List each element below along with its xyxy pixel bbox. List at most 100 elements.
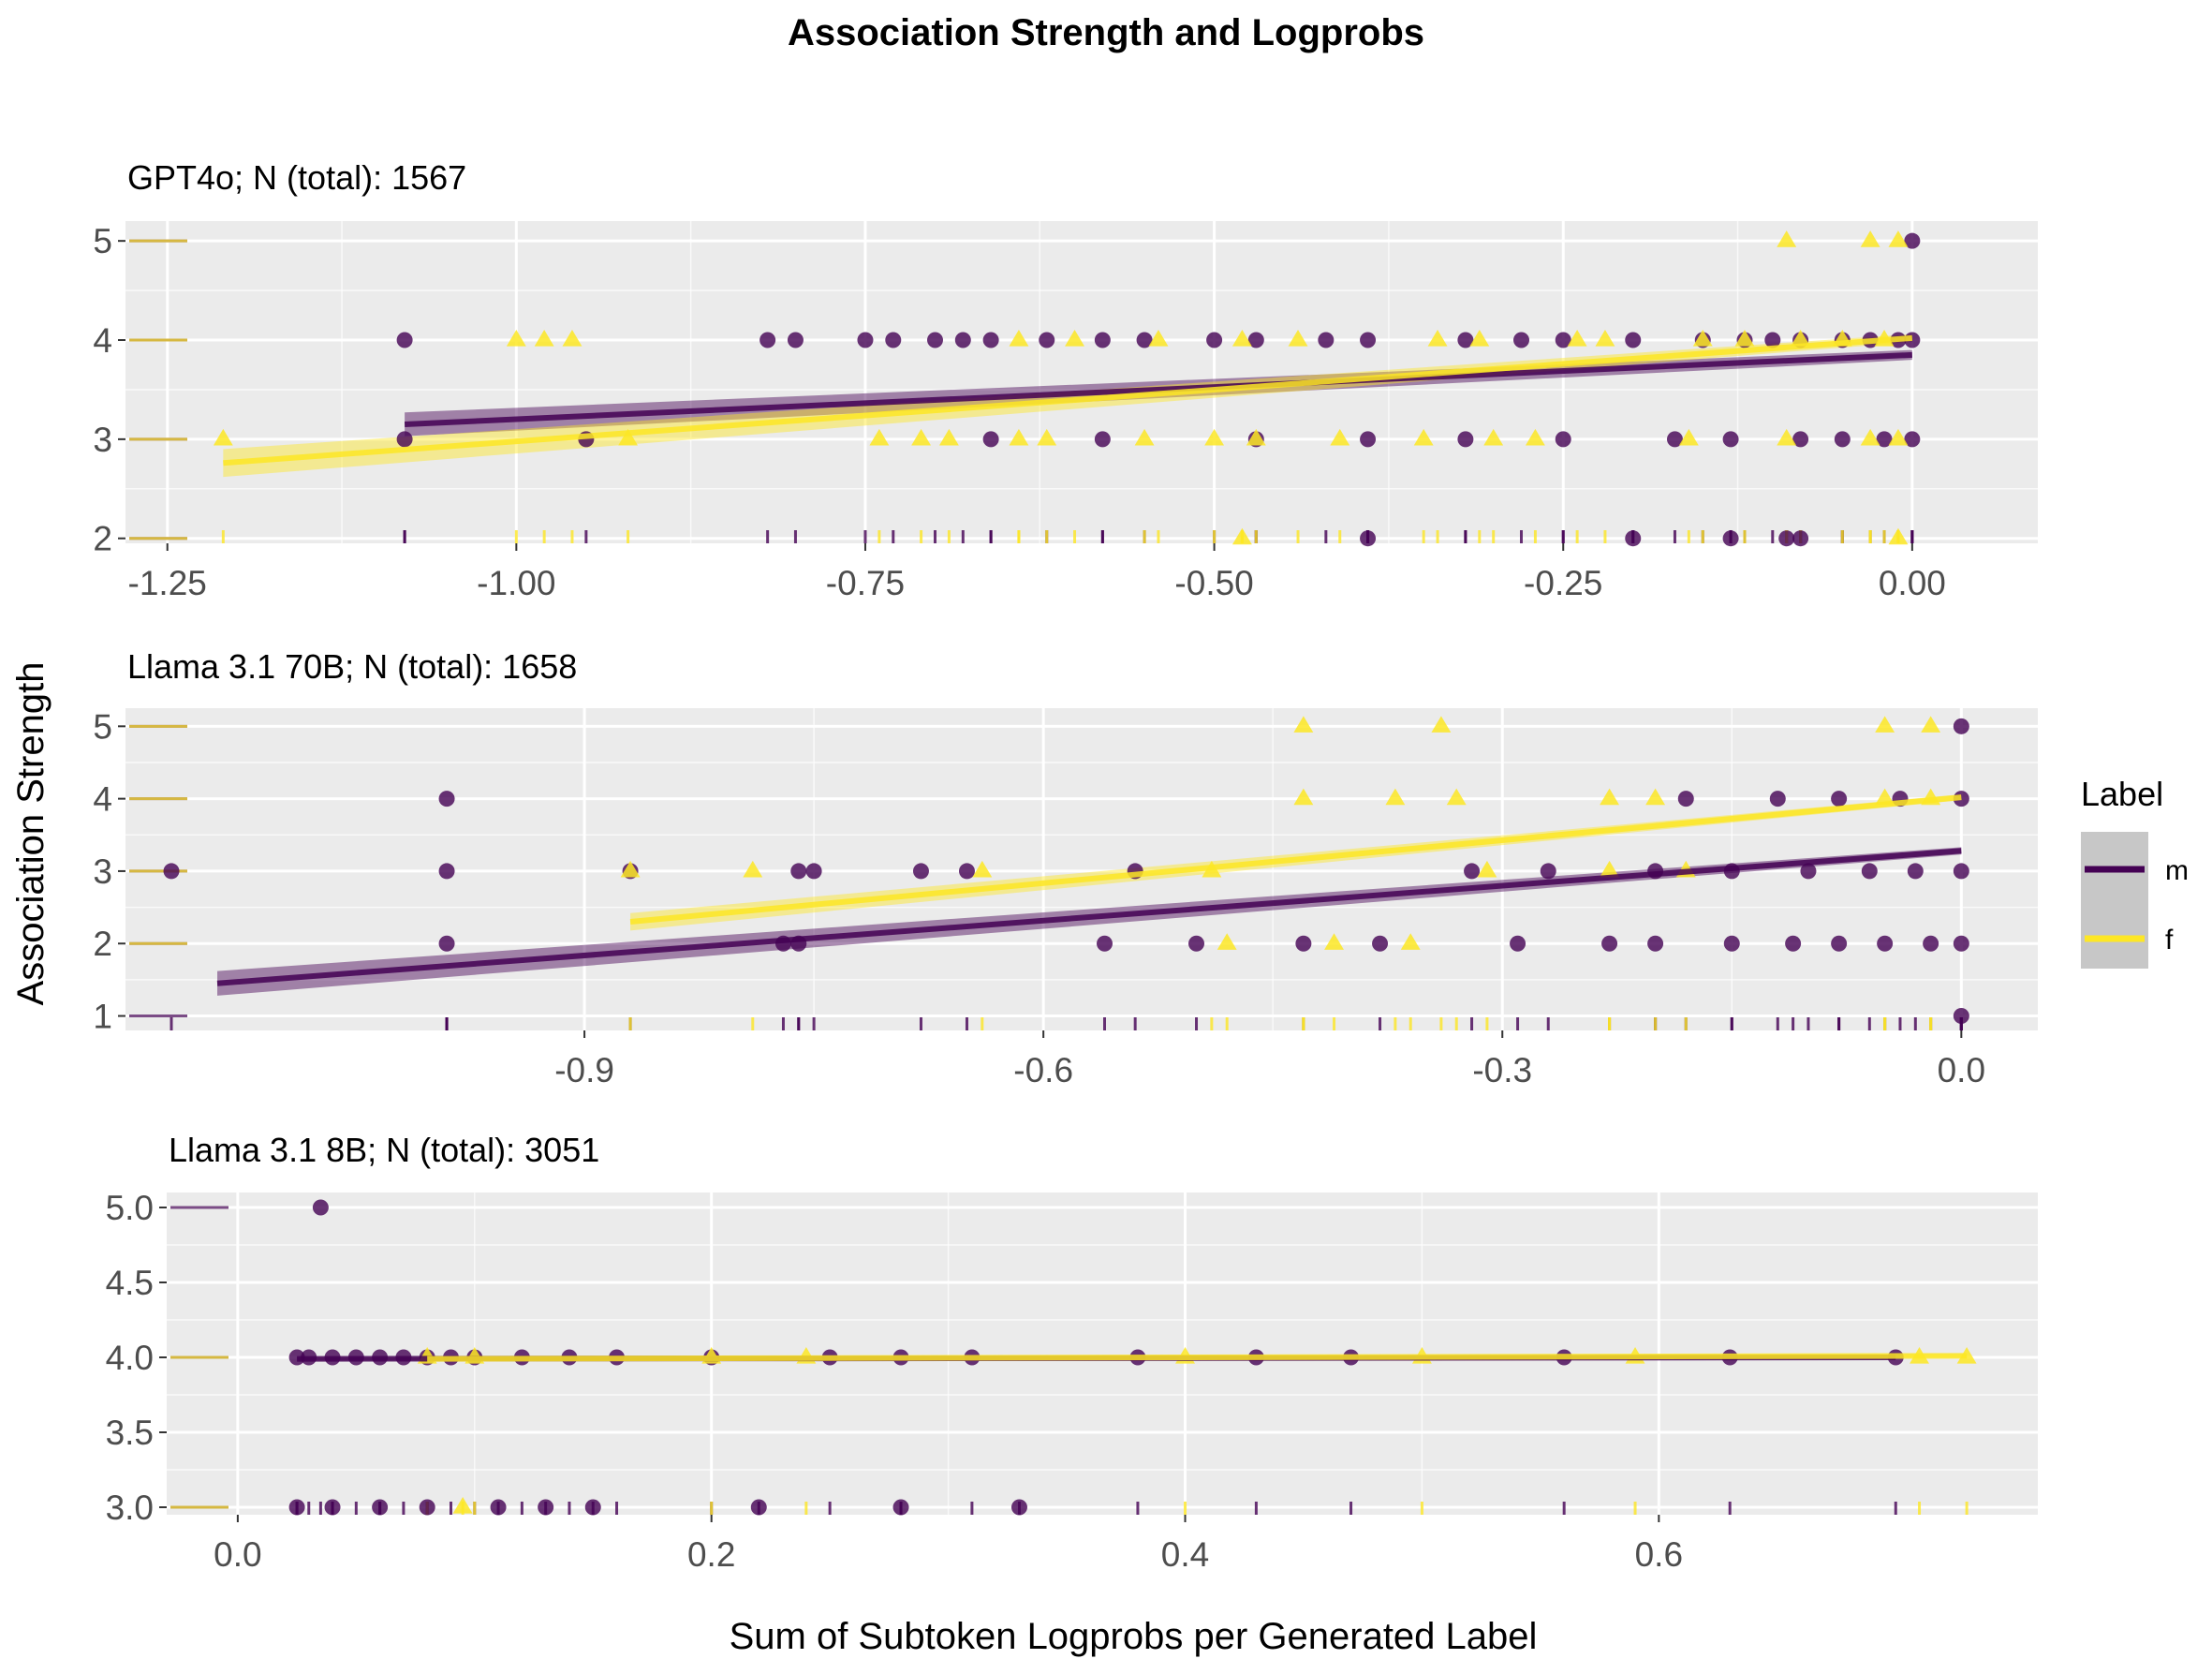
data-point-m xyxy=(982,431,999,448)
facet-subtitle: GPT4o; N (total): 1567 xyxy=(127,158,466,197)
data-point-m xyxy=(1510,935,1526,952)
data-point-m xyxy=(1360,431,1377,448)
data-point-m xyxy=(490,1499,507,1516)
x-tick-label: -1.00 xyxy=(477,564,555,602)
data-point-f xyxy=(869,428,890,446)
data-point-m xyxy=(1953,718,1969,734)
data-point-m xyxy=(1831,791,1848,807)
trend-line-m xyxy=(216,848,1962,986)
data-point-m xyxy=(1360,530,1377,547)
data-point-f xyxy=(1956,1347,1977,1364)
legend: Label m f xyxy=(2081,775,2189,969)
data-point-m xyxy=(1555,431,1571,448)
data-point-m xyxy=(1360,332,1377,348)
panel-background xyxy=(125,221,2038,543)
data-point-f xyxy=(1246,428,1266,446)
data-point-m xyxy=(1677,791,1694,807)
data-point-m xyxy=(787,332,804,348)
x-tick-label: 0.6 xyxy=(1635,1535,1683,1574)
data-point-m xyxy=(1457,431,1474,448)
data-point-f xyxy=(1678,428,1699,446)
y-axis-label: Association Strength xyxy=(10,662,52,1006)
trend-line-f xyxy=(223,334,1913,467)
data-point-m xyxy=(1953,1008,1969,1025)
trend-line-f xyxy=(427,1353,1968,1362)
x-tick-label: 0.0 xyxy=(214,1535,261,1574)
data-point-f xyxy=(1860,230,1880,247)
data-point-f xyxy=(1293,788,1314,806)
data-point-m xyxy=(1800,863,1817,880)
data-point-m xyxy=(1861,863,1878,880)
legend-key-background xyxy=(2081,832,2148,969)
data-point-f xyxy=(911,428,932,446)
data-point-m xyxy=(372,1499,389,1516)
data-point-f xyxy=(1525,428,1545,446)
data-point-f xyxy=(1324,933,1344,950)
data-point-m xyxy=(1039,332,1055,348)
facet-subtitle: Llama 3.1 70B; N (total): 1658 xyxy=(127,647,577,686)
data-point-f xyxy=(1400,933,1421,950)
data-point-m xyxy=(1723,935,1740,952)
data-point-f xyxy=(1860,428,1880,446)
data-point-m xyxy=(1834,431,1851,448)
x-tick-label: -0.25 xyxy=(1524,564,1602,602)
x-tick-label: 0.0 xyxy=(1938,1051,1985,1089)
x-tick-label: -0.6 xyxy=(1013,1051,1073,1089)
data-point-f xyxy=(1888,230,1909,247)
data-point-f xyxy=(506,330,526,347)
data-point-m xyxy=(1666,431,1683,448)
data-point-f xyxy=(1037,428,1057,446)
trend-line-f xyxy=(629,794,1962,926)
data-point-m xyxy=(1923,935,1939,952)
data-point-f xyxy=(1330,428,1350,446)
data-point-m xyxy=(1097,935,1113,952)
data-point-m xyxy=(438,935,455,952)
data-point-m xyxy=(1953,863,1969,880)
data-point-f xyxy=(1595,330,1615,347)
data-point-f xyxy=(1875,716,1895,733)
data-point-m xyxy=(163,863,180,880)
data-point-m xyxy=(1907,863,1924,880)
data-point-m xyxy=(312,1199,329,1216)
y-tick-label: 4 xyxy=(93,321,112,360)
data-point-f xyxy=(534,330,554,347)
data-point-m xyxy=(1769,791,1786,807)
data-point-m xyxy=(926,332,943,348)
data-point-f xyxy=(1600,788,1620,806)
data-point-f xyxy=(1009,428,1029,446)
data-point-m xyxy=(396,332,413,348)
x-tick-label: -0.50 xyxy=(1174,564,1253,602)
trend-line-m xyxy=(404,351,1912,427)
legend-label-f: f xyxy=(2165,925,2174,955)
x-tick-label: 0.2 xyxy=(687,1535,735,1574)
data-point-m xyxy=(1904,232,1921,249)
y-tick-label: 2 xyxy=(93,925,112,963)
data-point-m xyxy=(584,1499,601,1516)
data-point-m xyxy=(1010,1499,1027,1516)
data-point-f xyxy=(1777,428,1797,446)
data-point-m xyxy=(1247,332,1264,348)
data-point-m xyxy=(1555,332,1571,348)
data-point-m xyxy=(1295,935,1312,952)
data-point-m xyxy=(750,1499,767,1516)
data-point-f xyxy=(213,428,233,446)
data-point-f xyxy=(620,860,641,878)
data-point-m xyxy=(1540,863,1556,880)
data-point-m xyxy=(982,332,999,348)
x-tick-label: -0.3 xyxy=(1472,1051,1532,1089)
data-point-m xyxy=(1764,332,1781,348)
data-point-m xyxy=(1464,863,1481,880)
data-point-m xyxy=(1206,332,1223,348)
data-point-f xyxy=(1477,860,1497,878)
data-point-m xyxy=(912,863,929,880)
y-tick-label: 3 xyxy=(93,852,112,891)
data-point-f xyxy=(1777,230,1797,247)
data-point-m xyxy=(1647,935,1664,952)
data-point-f xyxy=(1875,788,1895,806)
data-point-m xyxy=(1457,332,1474,348)
x-tick-label: -0.75 xyxy=(826,564,905,602)
facet-panel-2: Llama 3.1 70B; N (total): 1658 -0.9 -0.6 -0… xyxy=(93,647,2038,1089)
data-point-m xyxy=(1094,332,1111,348)
data-point-m xyxy=(1513,332,1530,348)
data-point-m xyxy=(1831,935,1848,952)
